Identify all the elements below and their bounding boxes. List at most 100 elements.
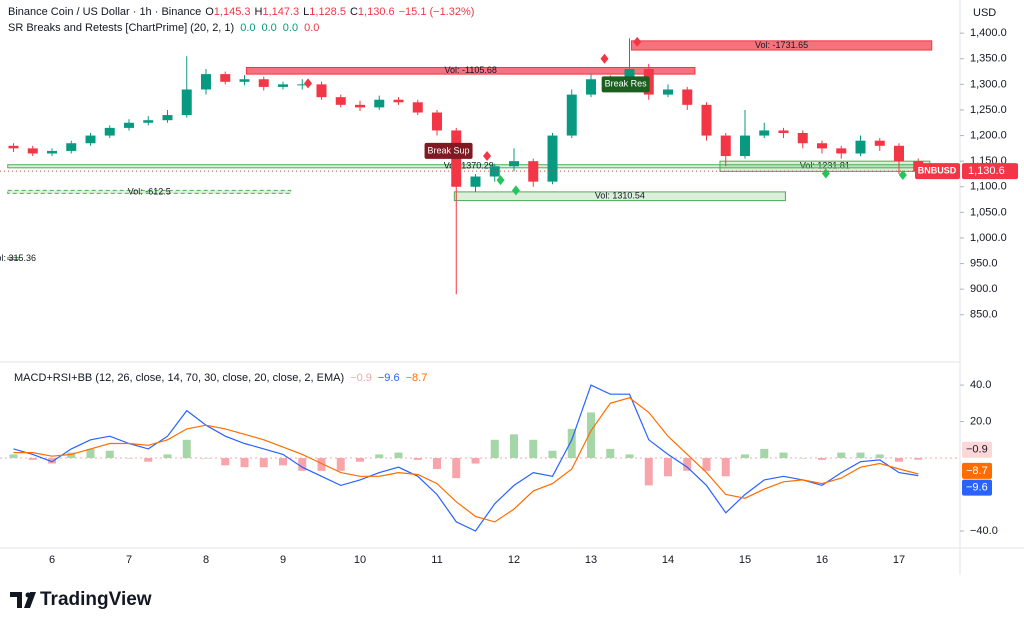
logo-dot bbox=[25, 592, 31, 598]
x-tick-label: 10 bbox=[354, 554, 366, 566]
y-tick-label: 950.0 bbox=[970, 257, 998, 269]
symbol: Binance Coin / US Dollar · 1h · Binance bbox=[8, 6, 201, 18]
candle-body bbox=[740, 135, 750, 157]
price-tag bbox=[962, 163, 1018, 180]
histogram-bar bbox=[471, 458, 480, 464]
histogram-bar bbox=[606, 448, 615, 459]
value-tag-label: −8.7 bbox=[966, 465, 988, 477]
histogram-bar bbox=[895, 458, 903, 462]
value-tag-label: −9.6 bbox=[966, 481, 988, 493]
candle-body bbox=[143, 120, 154, 123]
candle-body bbox=[27, 148, 38, 154]
signal bbox=[821, 168, 830, 179]
candle-body bbox=[335, 97, 346, 105]
candle-body bbox=[220, 74, 231, 82]
y-tick-label: 1,100.0 bbox=[970, 181, 1007, 193]
ohlc-value: 1,147.3 bbox=[262, 6, 299, 18]
candle-body bbox=[720, 135, 731, 157]
candle-body bbox=[701, 104, 712, 136]
x-tick-label: 14 bbox=[662, 554, 674, 566]
break-label: Break Sup bbox=[428, 145, 470, 155]
candle-body bbox=[509, 161, 519, 167]
histogram-bar bbox=[182, 439, 191, 459]
histogram-bar bbox=[336, 458, 345, 471]
logo bbox=[10, 592, 36, 608]
ohlc-value: 1,130.6 bbox=[358, 6, 395, 18]
y-tick-label: 1,050.0 bbox=[970, 206, 1007, 218]
candle-body bbox=[874, 140, 885, 146]
macd-line bbox=[13, 384, 919, 532]
indicator-name: SR Breaks and Retests [ChartPrime] (20, … bbox=[8, 22, 234, 34]
histogram-bar bbox=[9, 454, 18, 459]
y-tick-label: 1,200.0 bbox=[970, 129, 1007, 141]
value-tag-label: −0.9 bbox=[966, 444, 988, 456]
histogram-bar bbox=[625, 454, 634, 459]
candle-body bbox=[778, 130, 789, 133]
candle-body bbox=[682, 89, 693, 105]
histogram-bar bbox=[259, 458, 268, 468]
candle-body bbox=[528, 161, 539, 182]
candle-body bbox=[8, 145, 19, 149]
histogram-bar bbox=[317, 458, 326, 471]
histogram-bar bbox=[394, 452, 403, 459]
break-label: Break Res bbox=[605, 79, 648, 89]
histogram-bar bbox=[375, 454, 384, 459]
histogram-bar bbox=[298, 458, 307, 471]
value-tag bbox=[962, 479, 992, 496]
candle-body bbox=[201, 74, 211, 90]
y-tick-label: 1,250.0 bbox=[970, 104, 1007, 116]
histogram-bar bbox=[144, 458, 153, 462]
candle-body bbox=[85, 135, 96, 144]
histogram-bar bbox=[67, 452, 76, 459]
histogram-bar bbox=[86, 448, 95, 459]
candle-body bbox=[817, 143, 827, 149]
histogram-bar bbox=[221, 458, 230, 466]
candle-body bbox=[547, 135, 558, 182]
histogram-bar bbox=[721, 458, 730, 477]
histogram-bar bbox=[48, 458, 56, 464]
break-tag bbox=[601, 76, 650, 93]
x-tick-label: 16 bbox=[816, 554, 828, 566]
value-tag bbox=[962, 462, 992, 479]
x-tick-label: 6 bbox=[49, 554, 55, 566]
x-tick-label: 8 bbox=[203, 554, 209, 566]
y-tick-label: 900.0 bbox=[970, 283, 998, 295]
y-tick-label: 850.0 bbox=[970, 309, 998, 321]
chart-title: Binance Coin / US Dollar · 1h · Binance O… bbox=[8, 6, 474, 18]
candle-body bbox=[124, 122, 134, 128]
sr-zone bbox=[245, 66, 696, 75]
ohlc-label: L bbox=[303, 6, 309, 18]
histogram-bar bbox=[356, 458, 364, 462]
histogram-bar bbox=[163, 454, 172, 459]
candle-body bbox=[566, 94, 577, 136]
macd-value: −9.6 bbox=[378, 372, 400, 384]
indicator-value: 0.0 bbox=[240, 22, 255, 34]
candle-body bbox=[412, 102, 423, 113]
histogram-bar bbox=[510, 434, 518, 459]
histogram-bar bbox=[837, 452, 846, 459]
histogram-bar bbox=[125, 458, 133, 459]
sr-zone bbox=[453, 191, 786, 202]
macd-value: −8.7 bbox=[406, 372, 428, 384]
ohlc-value: 1,128.5 bbox=[309, 6, 346, 18]
histogram-bar bbox=[779, 452, 788, 459]
candle-body bbox=[258, 79, 269, 87]
histogram-bar bbox=[202, 458, 210, 459]
macd-name: MACD+RSI+BB (12, 26, close, 14, 70, 30, … bbox=[14, 372, 344, 384]
candle-body bbox=[586, 79, 596, 95]
ohlc-value: 1,145.3 bbox=[214, 6, 251, 18]
histogram-bar bbox=[452, 458, 461, 479]
histogram-bar bbox=[567, 428, 576, 459]
x-tick-label: 15 bbox=[739, 554, 751, 566]
ohlc-label: H bbox=[254, 6, 262, 18]
signal bbox=[633, 36, 642, 47]
histogram-bar bbox=[741, 454, 749, 459]
indicator-title: SR Breaks and Retests [ChartPrime] (20, … bbox=[8, 22, 319, 34]
histogram-bar bbox=[702, 458, 711, 471]
histogram-bar bbox=[490, 439, 499, 459]
candle-body bbox=[239, 79, 250, 82]
macd-line bbox=[13, 397, 919, 523]
y-tick-label: 20.0 bbox=[970, 415, 991, 427]
histogram-bar bbox=[548, 450, 557, 459]
